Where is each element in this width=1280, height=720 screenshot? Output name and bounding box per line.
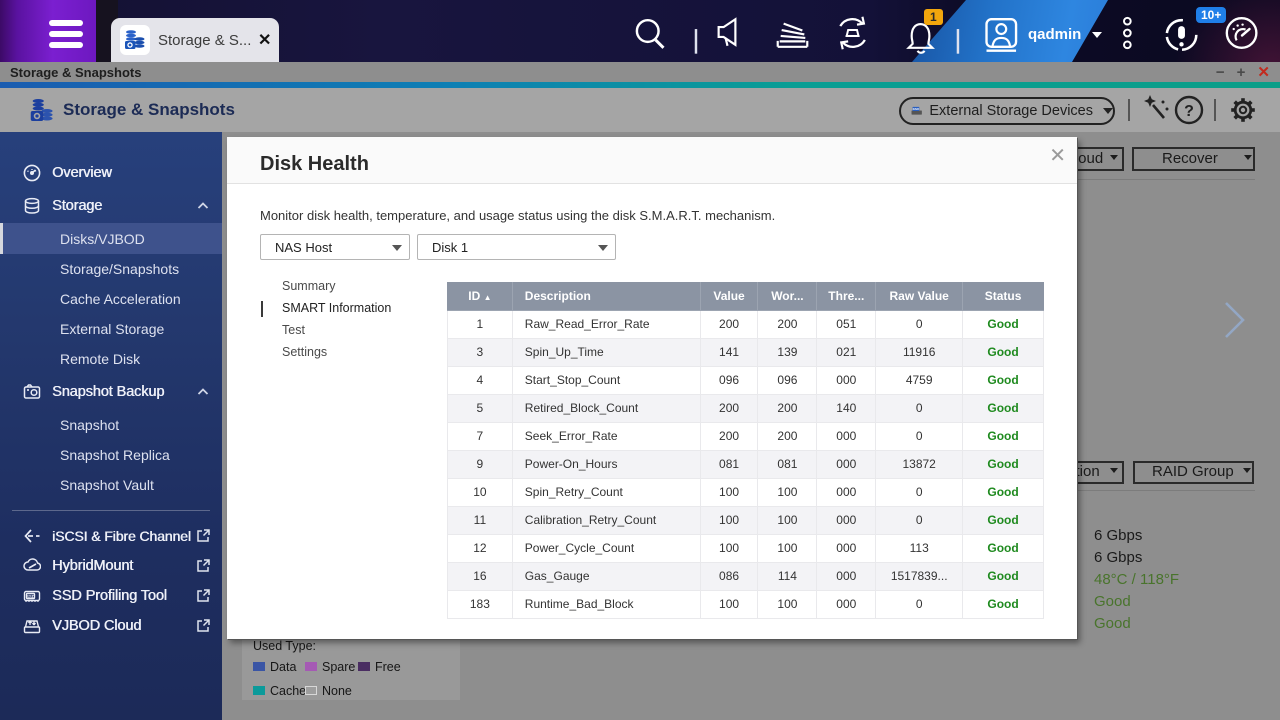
svg-text:SSD: SSD xyxy=(26,594,35,599)
svg-text:?: ? xyxy=(1184,103,1194,120)
svg-text:RAID: RAID xyxy=(913,107,919,111)
